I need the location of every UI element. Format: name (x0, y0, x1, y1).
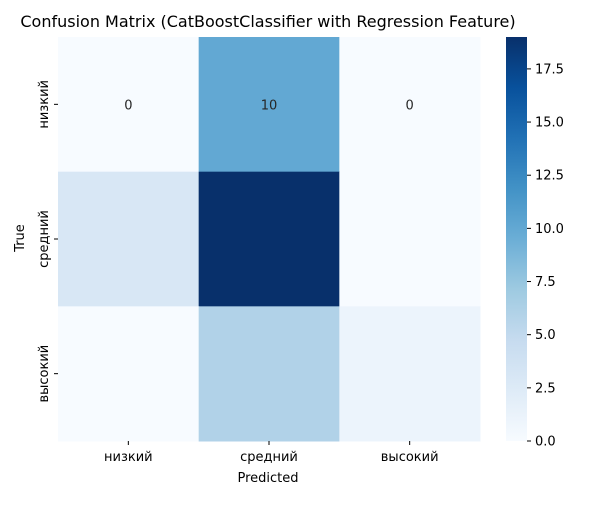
colorbar-tick-label: 0.0 (535, 435, 556, 450)
colorbar-tick-label: 10.0 (535, 222, 564, 237)
heatmap-cell (198, 306, 340, 442)
x-tick-label: низкий (104, 450, 153, 465)
y-axis: низкий средний высокий (37, 80, 58, 403)
colorbar-tick-label: 15.0 (535, 116, 564, 131)
heatmap-cell (198, 171, 340, 307)
colorbar-tick-label: 7.5 (535, 275, 556, 290)
x-tick-label: высокий (381, 450, 439, 465)
colorbar: 0.0 2.5 5.0 7.5 10.0 12.5 15.0 17.5 (506, 37, 564, 450)
heatmap-cell (58, 171, 200, 307)
heatmap-cell (58, 37, 200, 173)
heatmap-cell (198, 37, 340, 173)
colorbar-tick-label: 2.5 (535, 381, 556, 396)
y-tick-label: средний (37, 210, 52, 268)
heatmap-cell (58, 306, 200, 442)
heatmap-cells (58, 37, 481, 442)
heatmap-cell (339, 171, 481, 307)
y-tick-label: высокий (37, 345, 52, 403)
heatmap-annotations: 0 10 0 (124, 98, 414, 113)
colorbar-tick-label: 17.5 (535, 62, 564, 77)
cell-value-label: 10 (261, 98, 278, 113)
colorbar-scale (506, 37, 527, 441)
cell-value-label: 0 (406, 98, 414, 113)
colorbar-tick-label: 5.0 (535, 328, 556, 343)
y-axis-label: True (13, 224, 28, 253)
heatmap-cell (339, 37, 481, 173)
colorbar-tick-label: 12.5 (535, 169, 564, 184)
heatmap-cell (339, 306, 481, 442)
x-axis-label: Predicted (237, 471, 298, 486)
cell-value-label: 0 (124, 98, 132, 113)
y-tick-label: низкий (37, 80, 52, 129)
x-axis: низкий средний высокий (104, 441, 439, 465)
chart-title: Confusion Matrix (CatBoostClassifier wit… (20, 12, 515, 31)
x-tick-label: средний (240, 450, 298, 465)
